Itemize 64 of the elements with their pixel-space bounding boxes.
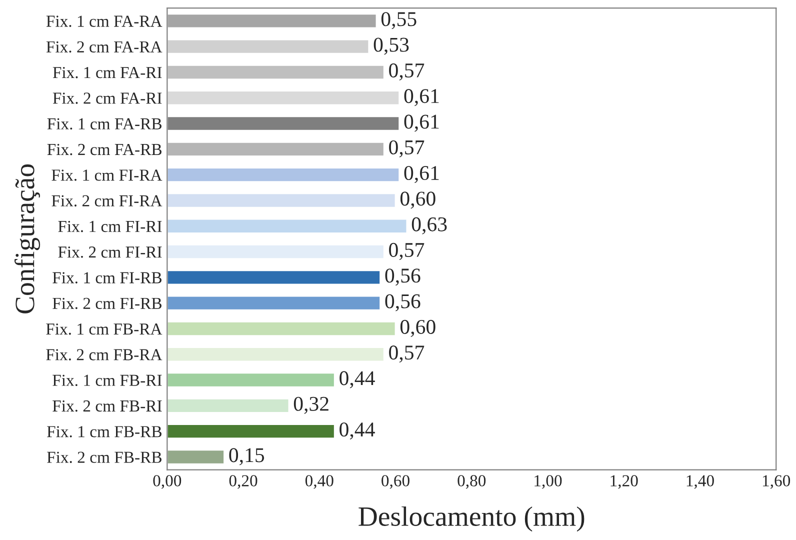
bar [167, 372, 336, 388]
y-tick-label: Fix. 2 cm FB-RB [47, 452, 162, 463]
x-tick-label: 1,40 [686, 475, 714, 489]
bar [167, 244, 385, 260]
bar [167, 141, 385, 157]
data-label: 0,15 [229, 448, 264, 466]
bar [167, 167, 400, 183]
data-label: 0,56 [385, 294, 420, 312]
data-label: 0,61 [404, 114, 439, 132]
y-tick-label: Fix. 1 cm FI-RI [58, 220, 162, 232]
bar [167, 449, 225, 465]
x-tick-label: 0,80 [458, 475, 486, 489]
bar [167, 295, 381, 311]
x-tick-label: 0,00 [153, 475, 182, 489]
y-tick-label: Fix. 2 cm FB-RA [46, 349, 162, 360]
bar [167, 424, 336, 440]
data-label: 0,61 [404, 89, 439, 106]
y-tick-label: Fix. 1 cm FB-RA [46, 323, 162, 335]
data-label: 0,57 [389, 63, 424, 80]
data-label: 0,57 [389, 140, 424, 158]
data-label: 0,60 [400, 192, 436, 209]
bar [167, 218, 408, 234]
y-tick-label: Fix. 1 cm FB-RI [52, 374, 162, 386]
x-axis-title: Deslocamento (mm) [358, 506, 584, 532]
data-label: 0,44 [340, 371, 375, 388]
bar [167, 64, 385, 80]
y-tick-label: Fix. 2 cm FA-RI [52, 92, 162, 104]
y-tick-label: Fix. 1 cm FA-RI [52, 66, 162, 78]
y-tick-label: Fix. 1 cm FB-RB [47, 426, 162, 438]
y-tick-label: Fix. 1 cm FI-RA [52, 170, 162, 181]
bar [167, 38, 370, 54]
y-tick-label: Fix. 2 cm FI-RI [58, 246, 162, 258]
y-axis-title: Configuração [14, 164, 40, 314]
y-tick-label: Fix. 1 cm FA-RA [46, 16, 162, 27]
data-label: 0,32 [294, 396, 328, 414]
x-tick-label: 0,40 [305, 475, 334, 489]
bar [167, 346, 385, 362]
data-label: 0,60 [400, 320, 436, 337]
x-tick-label: 1,60 [762, 475, 790, 489]
x-tick-label: 1,20 [610, 475, 638, 489]
data-label: 0,44 [340, 422, 375, 440]
y-tick-label: Fix. 1 cm FA-RB [47, 118, 162, 130]
y-tick-label: Fix. 2 cm FA-RB [47, 144, 162, 156]
bar [167, 270, 381, 286]
y-tick-label: Fix. 2 cm FA-RA [46, 41, 162, 53]
bar [167, 320, 396, 336]
data-label: 0,55 [381, 12, 416, 30]
y-tick-label: Fix. 1 cm FI-RB [52, 272, 162, 284]
data-label: 0,61 [404, 166, 439, 184]
bar [167, 398, 290, 414]
data-label: 0,57 [389, 346, 424, 363]
x-tick-label: 1,00 [534, 475, 562, 489]
x-tick-label: 0,20 [229, 475, 258, 489]
bar [167, 13, 378, 29]
x-tick-label: 0,60 [382, 475, 410, 489]
data-label: 0,53 [374, 38, 409, 55]
bar [167, 90, 400, 106]
y-tick-label: Fix. 2 cm FI-RA [52, 195, 162, 206]
y-tick-label: Fix. 2 cm FB-RI [52, 400, 162, 412]
y-tick-label: Fix. 2 cm FI-RB [52, 298, 162, 310]
data-label: 0,57 [389, 242, 424, 260]
bar [167, 192, 396, 208]
data-label: 0,56 [385, 268, 420, 286]
data-label: 0,63 [412, 217, 447, 234]
